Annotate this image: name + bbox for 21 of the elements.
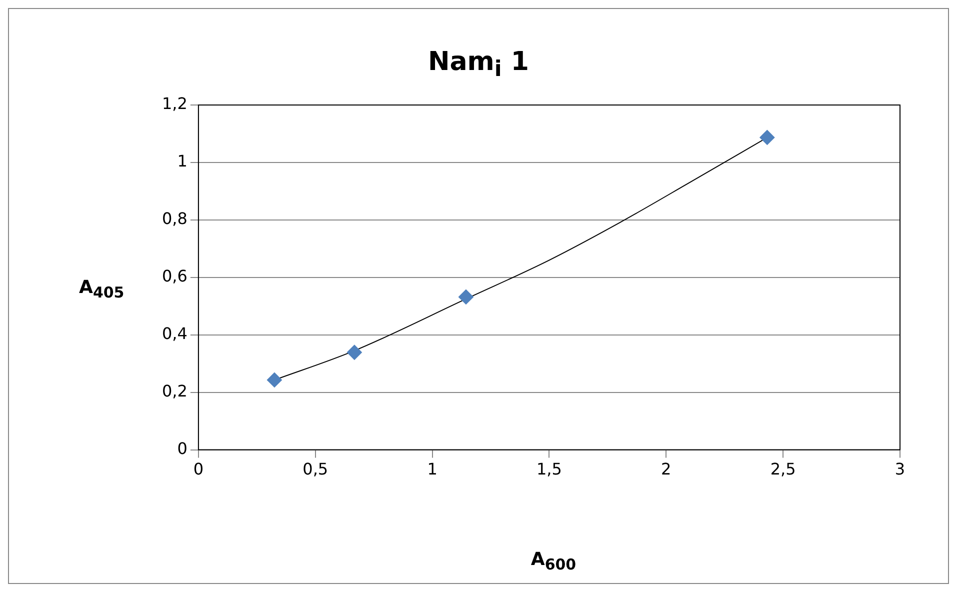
y-tick-label: 0,8 <box>162 209 188 228</box>
y-axis-title: A$_{405}$ <box>79 277 124 302</box>
chart-title: Nam$_{i}$ 1 <box>427 47 530 82</box>
y-tick-label: 0,4 <box>162 324 188 344</box>
x-tick-label: 3 <box>894 460 906 479</box>
x-tick-label: 0 <box>193 460 204 479</box>
x-tick-label: 2,5 <box>770 460 796 479</box>
point <box>760 130 775 145</box>
x-axis-title: A$_{600}$ <box>530 549 578 574</box>
y-tick-label: 0,2 <box>162 381 188 400</box>
y-tick-label: 0 <box>177 438 188 458</box>
x-tick-label: 1 <box>427 460 438 479</box>
y-tick-label: 1,2 <box>162 94 188 114</box>
x-tick-label: 0,5 <box>302 460 328 479</box>
point <box>266 372 282 388</box>
point <box>458 289 474 304</box>
y-tick-label: 0,6 <box>162 266 188 286</box>
x-tick-label: 2 <box>661 460 672 479</box>
x-tick-label: 1,5 <box>536 460 562 479</box>
point <box>346 344 362 360</box>
y-tick-label: 1 <box>177 152 188 171</box>
